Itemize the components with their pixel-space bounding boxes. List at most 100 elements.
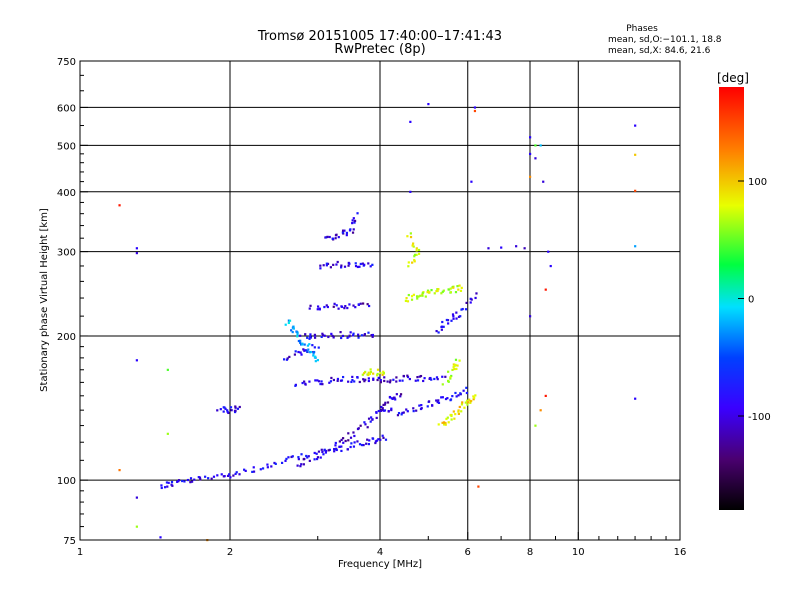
echo-point (358, 380, 361, 384)
echo-point (458, 405, 461, 409)
echo-point (529, 136, 532, 139)
echo-point (347, 264, 350, 267)
echo-point (366, 303, 369, 306)
echo-point (359, 302, 362, 305)
echo-point (297, 458, 300, 461)
echo-point (295, 330, 299, 334)
echo-point (297, 350, 300, 354)
echo-point (306, 336, 309, 339)
echo-point (167, 481, 170, 484)
echo-point (336, 377, 340, 381)
echo-point (457, 410, 460, 413)
echo-point (308, 459, 311, 462)
echo-point (377, 376, 380, 379)
echo-point (441, 421, 444, 424)
echo-point (166, 368, 169, 371)
echo-point (413, 255, 416, 258)
echo-point (343, 229, 346, 232)
echo-point (390, 408, 393, 412)
echo-point (474, 296, 477, 300)
echo-point (323, 448, 326, 451)
axis-ticks: 1 2 4 6 8 10 16 75 100 200 300 400 500 600 750 (57, 57, 686, 558)
echo-point (419, 374, 423, 378)
echo-point (286, 357, 289, 360)
echo-point (316, 359, 319, 362)
echo-point (428, 291, 431, 294)
echo-point (456, 364, 459, 367)
echo-point (443, 423, 446, 426)
echo-point (135, 496, 138, 499)
echo-point (383, 379, 386, 383)
echo-point (468, 398, 471, 401)
echo-point (223, 475, 226, 478)
echo-point (409, 235, 413, 239)
echo-point (331, 237, 334, 240)
echo-point (449, 377, 452, 380)
y-tick-label: 300 (57, 248, 76, 259)
echo-point (199, 478, 202, 481)
echo-point (341, 437, 345, 440)
echo-point (299, 339, 302, 342)
echo-point (229, 406, 233, 409)
echo-point (477, 485, 480, 488)
echo-point (376, 372, 379, 376)
echo-point (193, 478, 196, 481)
echo-point (449, 291, 453, 294)
echo-point (303, 380, 306, 383)
echo-point (423, 377, 426, 380)
echo-point (371, 335, 374, 338)
echo-point (344, 305, 347, 308)
echo-point (341, 229, 345, 232)
echo-point (300, 353, 303, 356)
echo-point (371, 333, 375, 337)
echo-point (379, 381, 382, 384)
y-tick-label: 500 (57, 141, 76, 152)
echo-point (191, 480, 194, 483)
echo-point (450, 418, 453, 421)
echo-point (323, 334, 326, 337)
echo-point (340, 336, 343, 340)
echo-point (457, 412, 460, 415)
echo-point (388, 381, 392, 384)
echo-point (466, 403, 469, 406)
echo-point (460, 286, 463, 289)
echo-point (416, 376, 419, 379)
echo-point (294, 350, 297, 353)
echo-point (473, 109, 477, 113)
echo-point (444, 421, 447, 425)
y-tick-label: 400 (57, 188, 76, 199)
echo-point (226, 474, 230, 478)
echo-point (441, 290, 444, 293)
echo-point (442, 289, 445, 292)
echo-point (359, 262, 362, 266)
echo-point (303, 349, 306, 352)
echo-point (404, 299, 408, 302)
echo-point (313, 333, 317, 336)
echo-point (363, 421, 366, 424)
echo-point (325, 236, 328, 239)
echo-point (372, 372, 375, 375)
echo-point (370, 333, 373, 337)
echo-point (266, 466, 269, 469)
echo-point (454, 363, 457, 366)
echo-point (634, 397, 637, 400)
x-tick-label: 10 (572, 547, 585, 558)
echo-point (204, 475, 207, 478)
echo-point (387, 409, 390, 413)
echo-point (473, 106, 477, 109)
echo-point (297, 339, 300, 343)
echo-point (379, 438, 382, 441)
echo-point (539, 144, 542, 147)
stats-x-mode: mean, sd,X: 84.6, 21.6 (608, 46, 711, 56)
echo-point (325, 304, 328, 307)
echo-point (326, 235, 329, 238)
echo-point (417, 252, 421, 255)
echo-point (329, 266, 332, 269)
echo-point (397, 411, 401, 415)
colorbar-tick-label: 0 (748, 295, 754, 306)
echo-point (220, 473, 223, 476)
echo-point (455, 395, 458, 398)
echo-point (339, 331, 342, 334)
stats-o-mode: mean, sd,O:−101.1, 18.8 (608, 35, 722, 45)
echo-point (323, 305, 326, 309)
